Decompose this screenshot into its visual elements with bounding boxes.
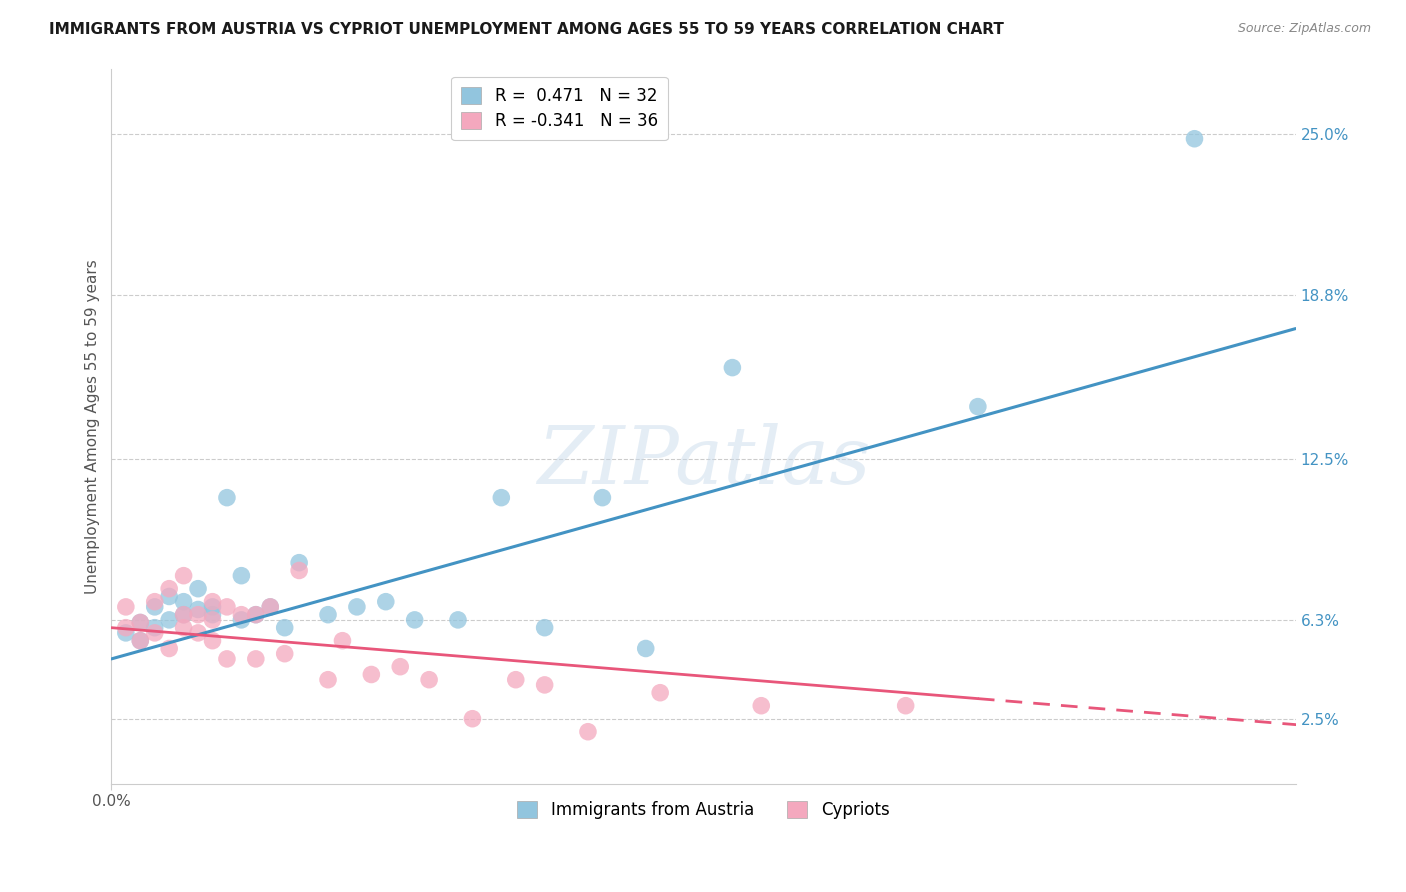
- Point: [157, 590, 180, 604]
- Point: [187, 607, 209, 622]
- Point: [129, 633, 152, 648]
- Point: [491, 491, 513, 505]
- Point: [115, 599, 138, 614]
- Point: [894, 698, 917, 713]
- Point: [231, 568, 253, 582]
- Text: Source: ZipAtlas.com: Source: ZipAtlas.com: [1237, 22, 1371, 36]
- Point: [721, 360, 744, 375]
- Point: [231, 607, 253, 622]
- Point: [505, 673, 527, 687]
- Point: [389, 659, 412, 673]
- Point: [157, 582, 180, 596]
- Point: [187, 582, 209, 596]
- Point: [533, 621, 555, 635]
- Point: [187, 626, 209, 640]
- Point: [115, 621, 138, 635]
- Point: [157, 613, 180, 627]
- Point: [404, 613, 426, 627]
- Point: [650, 686, 672, 700]
- Point: [215, 491, 238, 505]
- Point: [129, 633, 152, 648]
- Point: [360, 667, 382, 681]
- Y-axis label: Unemployment Among Ages 55 to 59 years: Unemployment Among Ages 55 to 59 years: [86, 259, 100, 593]
- Point: [173, 607, 195, 622]
- Point: [288, 564, 311, 578]
- Point: [187, 602, 209, 616]
- Point: [576, 724, 599, 739]
- Point: [288, 556, 311, 570]
- Point: [215, 652, 238, 666]
- Point: [346, 599, 368, 614]
- Point: [967, 400, 990, 414]
- Point: [143, 626, 166, 640]
- Point: [461, 712, 484, 726]
- Point: [533, 678, 555, 692]
- Point: [634, 641, 657, 656]
- Point: [201, 599, 224, 614]
- Point: [273, 647, 295, 661]
- Point: [215, 599, 238, 614]
- Point: [591, 491, 613, 505]
- Point: [1184, 132, 1206, 146]
- Point: [259, 599, 281, 614]
- Point: [173, 621, 195, 635]
- Point: [129, 615, 152, 630]
- Point: [201, 633, 224, 648]
- Point: [316, 607, 339, 622]
- Point: [245, 607, 267, 622]
- Text: IMMIGRANTS FROM AUSTRIA VS CYPRIOT UNEMPLOYMENT AMONG AGES 55 TO 59 YEARS CORREL: IMMIGRANTS FROM AUSTRIA VS CYPRIOT UNEMP…: [49, 22, 1004, 37]
- Text: ZIPatlas: ZIPatlas: [537, 423, 870, 500]
- Point: [115, 626, 138, 640]
- Point: [201, 595, 224, 609]
- Point: [173, 568, 195, 582]
- Point: [245, 607, 267, 622]
- Point: [374, 595, 396, 609]
- Point: [201, 613, 224, 627]
- Point: [143, 595, 166, 609]
- Point: [447, 613, 470, 627]
- Point: [231, 613, 253, 627]
- Point: [129, 615, 152, 630]
- Point: [201, 607, 224, 622]
- Point: [316, 673, 339, 687]
- Point: [259, 599, 281, 614]
- Point: [245, 652, 267, 666]
- Point: [273, 621, 295, 635]
- Point: [418, 673, 440, 687]
- Point: [143, 599, 166, 614]
- Point: [173, 595, 195, 609]
- Point: [332, 633, 354, 648]
- Point: [143, 621, 166, 635]
- Point: [749, 698, 772, 713]
- Point: [157, 641, 180, 656]
- Legend: Immigrants from Austria, Cypriots: Immigrants from Austria, Cypriots: [510, 794, 896, 825]
- Point: [173, 607, 195, 622]
